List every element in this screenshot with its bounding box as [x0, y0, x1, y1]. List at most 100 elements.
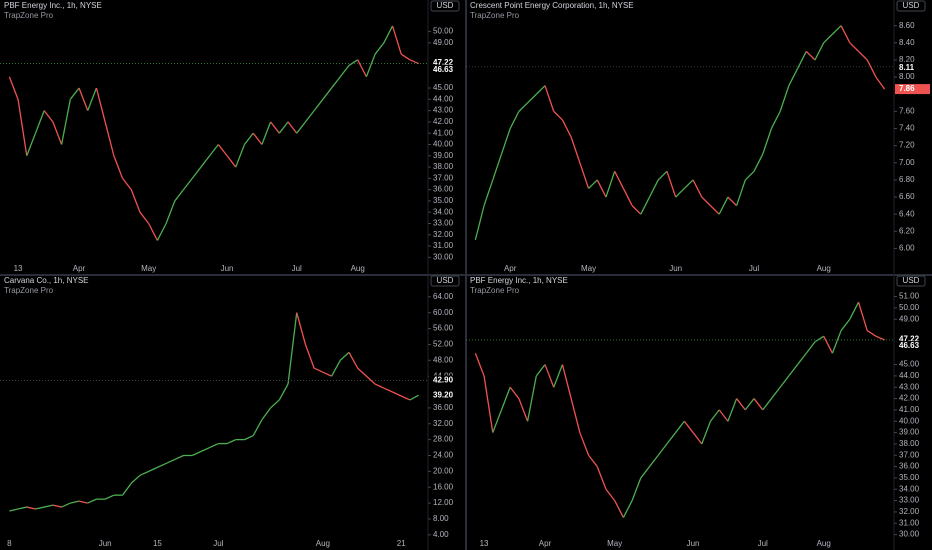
- price-segment: [17, 506, 27, 510]
- x-tick-label: Jun: [99, 539, 112, 548]
- price-label-box: [895, 62, 930, 73]
- price-segment: [500, 386, 511, 411]
- x-tick-label: 21: [397, 539, 406, 548]
- y-tick-label: 8.00: [899, 72, 915, 81]
- price-segment: [322, 87, 333, 100]
- price-segment: [400, 53, 411, 61]
- price-segment: [718, 409, 729, 422]
- price-segment: [226, 155, 237, 168]
- y-tick-label: 34.00: [899, 484, 920, 493]
- y-tick-label: 35.00: [433, 196, 454, 205]
- price-segment: [710, 205, 720, 215]
- y-tick-label: 60.00: [433, 308, 454, 317]
- price-segment: [34, 110, 45, 134]
- price-segment: [735, 179, 746, 206]
- price-segment: [52, 121, 63, 145]
- price-segment: [26, 132, 37, 157]
- price-segment: [35, 506, 45, 510]
- price-segment: [831, 25, 842, 35]
- price-segment: [200, 155, 211, 168]
- price-segment: [814, 42, 825, 61]
- price-segment: [278, 121, 289, 134]
- y-tick-label: 6.00: [899, 244, 915, 253]
- price-segment: [596, 179, 607, 198]
- price-segment: [553, 364, 564, 388]
- x-tick-label: May: [581, 264, 596, 273]
- chart-subtitle: TrapZone Pro: [4, 11, 54, 20]
- y-tick-label: 41.00: [899, 405, 920, 414]
- price-segment: [243, 132, 254, 145]
- price-segment: [579, 162, 590, 189]
- x-tick-label: Jul: [749, 264, 759, 273]
- y-tick-label: 38.00: [899, 439, 920, 448]
- y-tick-label: 6.40: [899, 209, 915, 218]
- price-segment: [779, 375, 790, 388]
- price-segment: [762, 398, 772, 411]
- price-segment: [526, 375, 537, 422]
- price-segment: [631, 205, 642, 215]
- price-segment: [104, 121, 115, 156]
- price-segment: [261, 407, 272, 421]
- price-segment: [400, 395, 411, 401]
- price-segment: [858, 50, 868, 61]
- chart-subtitle: TrapZone Pro: [470, 11, 520, 20]
- y-tick-label: 40.00: [433, 140, 454, 149]
- price-segment: [174, 189, 185, 202]
- y-tick-label: 8.40: [899, 38, 915, 47]
- y-tick-label: 7.20: [899, 141, 915, 150]
- x-tick-label: Jun: [669, 264, 682, 273]
- y-tick-label: 45.00: [433, 83, 454, 92]
- price-segment: [87, 498, 97, 504]
- y-tick-label: 35.00: [899, 473, 920, 482]
- price-segment: [753, 398, 764, 411]
- price-segment: [165, 458, 176, 465]
- price-segment: [692, 432, 703, 445]
- price-segment: [657, 170, 668, 181]
- price-segment: [122, 177, 132, 191]
- price-segment: [113, 155, 124, 179]
- price-segment: [492, 153, 503, 181]
- price-label: 39.20: [433, 390, 454, 399]
- price-segment: [348, 352, 359, 369]
- y-tick-label: 8.00: [433, 514, 449, 523]
- price-label-box: [895, 334, 930, 345]
- y-tick-label: 50.00: [433, 27, 454, 36]
- price-segment: [374, 383, 385, 389]
- price-segment: [52, 504, 62, 508]
- chart-panel: 6.00 6.20 6.40 6.60 6.80 7.00 7.20 7.40 7.60 8.00…: [466, 0, 930, 275]
- x-tick-label: Aug: [817, 264, 831, 273]
- price-segment: [304, 344, 315, 369]
- price-segment: [70, 500, 80, 504]
- price-segment: [649, 454, 659, 467]
- price-segment: [483, 375, 494, 433]
- price-segment: [570, 398, 581, 433]
- price-segment: [365, 53, 376, 77]
- price-segment: [788, 364, 799, 377]
- price-label: 42.90: [433, 376, 454, 385]
- price-segment: [657, 443, 668, 456]
- price-segment: [866, 330, 877, 337]
- chart-title: PBF Energy Inc., 1h, NYSE: [470, 276, 568, 285]
- currency-box: [430, 275, 460, 287]
- price-segment: [26, 506, 36, 510]
- price-segment: [87, 87, 98, 111]
- price-segment: [8, 76, 19, 100]
- chart-title: Carvana Co., 1h, NYSE: [4, 276, 88, 285]
- y-tick-label: 33.00: [433, 219, 454, 228]
- price-segment: [296, 312, 307, 345]
- price-segment: [805, 341, 816, 354]
- y-tick-label: 36.00: [433, 185, 454, 194]
- price-label-box: [429, 375, 464, 386]
- y-tick-label: 43.00: [899, 382, 920, 391]
- price-segment: [692, 179, 703, 198]
- price-segment: [770, 111, 781, 129]
- y-tick-label: 20.00: [433, 466, 454, 475]
- price-segment: [157, 462, 167, 468]
- currency-label: USD: [903, 1, 920, 10]
- price-segment: [217, 144, 228, 157]
- price-segment: [78, 87, 89, 111]
- y-tick-label: 51.00: [899, 292, 920, 301]
- x-tick-label: Aug: [316, 539, 330, 548]
- y-tick-label: 36.00: [899, 462, 920, 471]
